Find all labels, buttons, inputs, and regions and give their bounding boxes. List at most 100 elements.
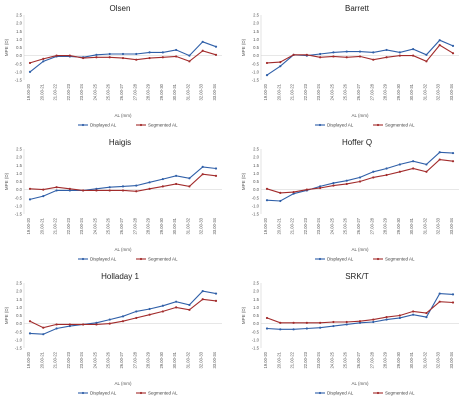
data-point-segmented-al	[438, 43, 441, 47]
legend-label: Segmented AL	[385, 391, 415, 396]
data-point-displayed-al	[398, 316, 401, 320]
data-point-displayed-al	[108, 52, 111, 56]
y-tick-label: -1.0	[252, 337, 260, 342]
chart-panel-6: SRK/T 2.5 2.0 1.5 1.0 0.5 0.0 -0.5 -1.0 -1.5 MPE (…	[241, 272, 459, 396]
x-tick-label: 29.00-30	[396, 351, 401, 368]
data-point-displayed-al	[292, 192, 295, 195]
data-point-segmented-al	[438, 158, 441, 161]
x-tick-label: 28.00-29	[146, 83, 151, 100]
data-point-displayed-al	[175, 48, 178, 52]
data-point-displayed-al	[279, 199, 282, 203]
y-tick-label: -1.5	[252, 78, 260, 83]
y-tick-label: -1.0	[252, 203, 260, 208]
data-point-segmented-al	[265, 187, 269, 190]
data-point-segmented-al	[358, 320, 362, 323]
x-tick-label: 24.00-25	[329, 217, 334, 234]
series-line-displayed-al	[29, 166, 217, 200]
x-tick-label: 25.00-26	[343, 217, 348, 234]
data-point-displayed-al	[68, 324, 71, 328]
data-point-segmented-al	[121, 189, 125, 192]
data-point-displayed-al	[425, 53, 428, 56]
data-point-segmented-al	[42, 188, 45, 191]
y-tick-label: 2.0	[253, 21, 259, 26]
data-point-displayed-al	[451, 151, 455, 155]
data-point-displayed-al	[265, 199, 269, 202]
chart-title: Haigis	[109, 138, 131, 147]
x-tick-label: 25.00-26	[106, 351, 111, 368]
data-point-segmented-al	[451, 301, 455, 304]
y-tick-label: 0.5	[16, 313, 22, 318]
data-point-displayed-al	[68, 189, 71, 192]
data-point-displayed-al	[358, 50, 362, 53]
data-point-displayed-al	[135, 184, 138, 187]
x-axis-label: AL (mm)	[351, 381, 369, 386]
data-point-segmented-al	[201, 298, 204, 301]
data-point-segmented-al	[412, 310, 415, 313]
legend-label: Segmented AL	[148, 123, 178, 128]
x-tick-label: 31.00-32	[185, 83, 190, 100]
data-point-segmented-al	[161, 185, 164, 188]
x-tick-label: 20.00-21	[276, 83, 281, 100]
data-point-segmented-al	[332, 320, 335, 324]
x-tick-label: 19.00-20	[26, 351, 31, 368]
chart-title: Holladay 1	[101, 272, 139, 281]
data-point-displayed-al	[398, 163, 401, 166]
legend-marker	[376, 123, 380, 127]
data-point-segmented-al	[372, 58, 375, 61]
data-point-segmented-al	[292, 321, 295, 324]
data-point-displayed-al	[121, 52, 125, 56]
data-point-segmented-al	[332, 184, 335, 187]
data-point-segmented-al	[188, 308, 191, 311]
data-point-displayed-al	[412, 160, 415, 163]
y-tick-label: -1.5	[252, 212, 260, 217]
x-tick-label: 20.00-21	[39, 217, 44, 234]
x-tick-label: 20.00-21	[39, 83, 44, 100]
data-point-displayed-al	[175, 174, 178, 177]
data-point-displayed-al	[42, 333, 45, 336]
data-point-displayed-al	[305, 327, 308, 330]
data-point-displayed-al	[412, 313, 415, 316]
legend-marker	[81, 123, 85, 127]
data-point-displayed-al	[214, 45, 218, 48]
legend-marker	[139, 123, 143, 127]
x-tick-label: 32.00-33	[199, 217, 204, 234]
x-axis-label: AL (mm)	[114, 113, 132, 118]
data-point-segmented-al	[279, 61, 282, 64]
data-point-displayed-al	[108, 318, 111, 321]
x-tick-label: 21.00-22	[290, 217, 295, 234]
y-tick-label: -0.5	[252, 195, 260, 200]
series-line-displayed-al	[29, 41, 217, 73]
y-tick-label: 1.0	[16, 171, 22, 176]
data-point-segmented-al	[265, 61, 269, 65]
y-tick-label: 1.5	[253, 297, 259, 302]
data-point-displayed-al	[95, 321, 98, 324]
data-point-segmented-al	[305, 53, 308, 56]
data-point-displayed-al	[279, 328, 282, 331]
data-point-segmented-al	[68, 187, 71, 190]
data-point-segmented-al	[412, 167, 415, 170]
x-tick-label: 27.00-28	[132, 83, 137, 100]
data-point-segmented-al	[214, 174, 218, 177]
x-tick-label: 22.00-23	[303, 83, 308, 100]
data-point-displayed-al	[438, 151, 441, 154]
data-point-segmented-al	[412, 54, 415, 57]
data-point-displayed-al	[188, 177, 191, 180]
legend-label: Displayed AL	[327, 123, 354, 128]
y-tick-label: 0.0	[16, 321, 22, 326]
y-tick-label: 1.5	[253, 29, 259, 34]
data-point-segmented-al	[108, 56, 111, 59]
data-point-displayed-al	[438, 39, 441, 42]
data-point-segmented-al	[55, 54, 58, 57]
x-tick-label: 23.00-24	[316, 83, 321, 100]
x-tick-label: 31.00-32	[422, 351, 427, 368]
y-tick-label: -1.0	[252, 69, 260, 74]
data-point-displayed-al	[345, 50, 348, 53]
x-tick-label: 20.00-21	[276, 217, 281, 234]
data-point-displayed-al	[28, 198, 32, 201]
y-tick-label: 0.5	[16, 179, 22, 184]
data-point-segmented-al	[95, 189, 98, 192]
x-tick-label: 30.00-31	[172, 351, 177, 368]
x-tick-label: 27.00-28	[132, 217, 137, 234]
data-point-segmented-al	[358, 55, 362, 58]
